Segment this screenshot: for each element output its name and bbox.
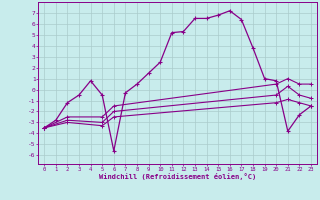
- X-axis label: Windchill (Refroidissement éolien,°C): Windchill (Refroidissement éolien,°C): [99, 173, 256, 180]
